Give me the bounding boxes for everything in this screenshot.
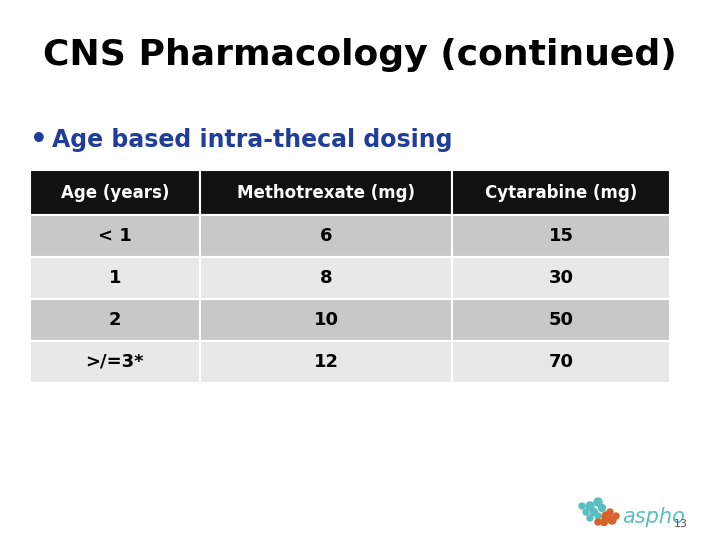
Text: Age based intra-thecal dosing: Age based intra-thecal dosing — [52, 128, 452, 152]
Text: 2: 2 — [109, 311, 121, 329]
Bar — [30, 257, 199, 299]
Bar — [452, 299, 670, 341]
Text: aspho: aspho — [622, 507, 685, 527]
Text: 15: 15 — [549, 227, 574, 245]
Text: 10: 10 — [313, 311, 338, 329]
Circle shape — [586, 502, 594, 510]
Bar — [452, 257, 670, 299]
Circle shape — [595, 519, 601, 525]
Circle shape — [583, 509, 589, 515]
Bar — [199, 170, 452, 215]
Bar — [30, 215, 199, 257]
Bar — [452, 215, 670, 257]
Circle shape — [600, 518, 608, 525]
Circle shape — [608, 516, 616, 524]
Circle shape — [602, 512, 610, 520]
Bar — [199, 257, 452, 299]
Bar — [199, 215, 452, 257]
Text: 70: 70 — [549, 353, 574, 371]
Circle shape — [594, 498, 602, 506]
Text: Methotrexate (mg): Methotrexate (mg) — [237, 184, 415, 201]
Text: 30: 30 — [549, 269, 574, 287]
Text: < 1: < 1 — [98, 227, 132, 245]
Circle shape — [595, 513, 601, 519]
Bar — [30, 341, 199, 383]
Text: CNS Pharmacology (continued): CNS Pharmacology (continued) — [43, 38, 677, 72]
Circle shape — [590, 509, 598, 516]
Text: 50: 50 — [549, 311, 574, 329]
Text: >/=3*: >/=3* — [86, 353, 144, 371]
Bar — [30, 170, 199, 215]
Text: 1: 1 — [109, 269, 121, 287]
Circle shape — [613, 513, 619, 519]
Bar — [452, 170, 670, 215]
Circle shape — [598, 504, 606, 511]
Bar — [30, 299, 199, 341]
Text: •: • — [30, 126, 48, 154]
Text: 13: 13 — [674, 519, 688, 529]
Bar — [452, 341, 670, 383]
Bar — [199, 341, 452, 383]
Circle shape — [587, 515, 593, 521]
Text: 6: 6 — [320, 227, 332, 245]
Circle shape — [579, 503, 585, 509]
Text: Cytarabine (mg): Cytarabine (mg) — [485, 184, 637, 201]
Bar — [199, 299, 452, 341]
Text: 12: 12 — [313, 353, 338, 371]
Circle shape — [607, 509, 613, 515]
Text: Age (years): Age (years) — [60, 184, 169, 201]
Text: 8: 8 — [320, 269, 333, 287]
